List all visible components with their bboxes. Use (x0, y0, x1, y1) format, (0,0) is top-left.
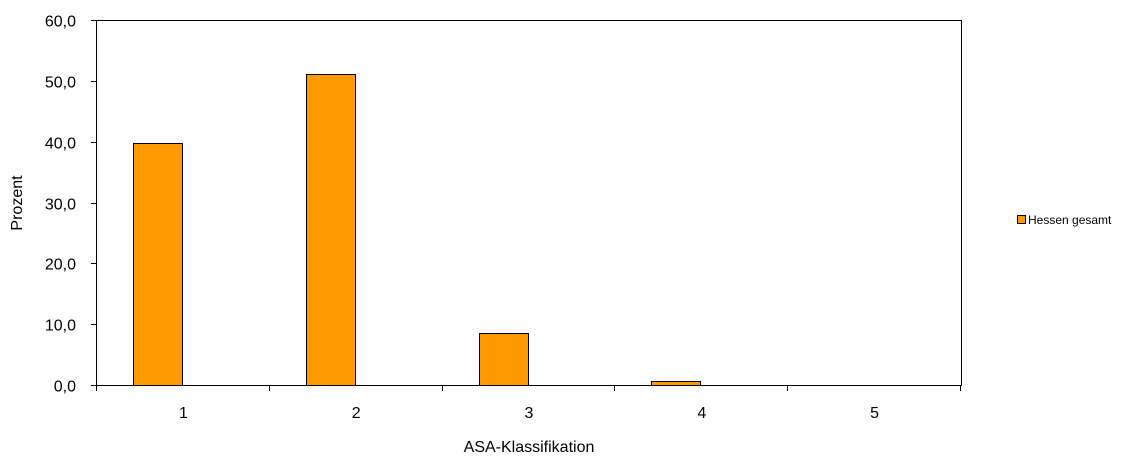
x-axis: 1 2 3 4 5 (96, 385, 961, 422)
plot-area (96, 20, 962, 386)
x-tick-label: 3 (525, 405, 534, 422)
x-tick-label: 5 (870, 405, 879, 422)
x-tick-label: 4 (697, 405, 706, 422)
x-tick-label: 1 (179, 405, 188, 422)
x-axis-title: ASA-Klassifikation (464, 439, 595, 456)
bar-series (133, 74, 701, 386)
y-tick-label: 0,0 (54, 379, 76, 396)
y-tick-label: 10,0 (45, 318, 76, 335)
legend-label: Hessen gesamt (1028, 213, 1112, 227)
y-axis: 0,0 10,0 20,0 30,0 40,0 50,0 60,0 (45, 14, 97, 396)
y-tick-label: 40,0 (45, 136, 76, 153)
y-tick-label: 50,0 (45, 75, 76, 92)
y-tick-label: 30,0 (45, 197, 76, 214)
y-axis-title: Prozent (9, 175, 26, 231)
bar (133, 143, 183, 386)
x-tick-label: 2 (352, 405, 361, 422)
y-tick-label: 20,0 (45, 257, 76, 274)
legend-swatch (1017, 215, 1026, 224)
y-tick-label: 60,0 (45, 14, 76, 31)
bar (651, 381, 701, 386)
legend: Hessen gesamt (1017, 213, 1112, 227)
bar (479, 333, 529, 386)
bar (306, 74, 356, 386)
